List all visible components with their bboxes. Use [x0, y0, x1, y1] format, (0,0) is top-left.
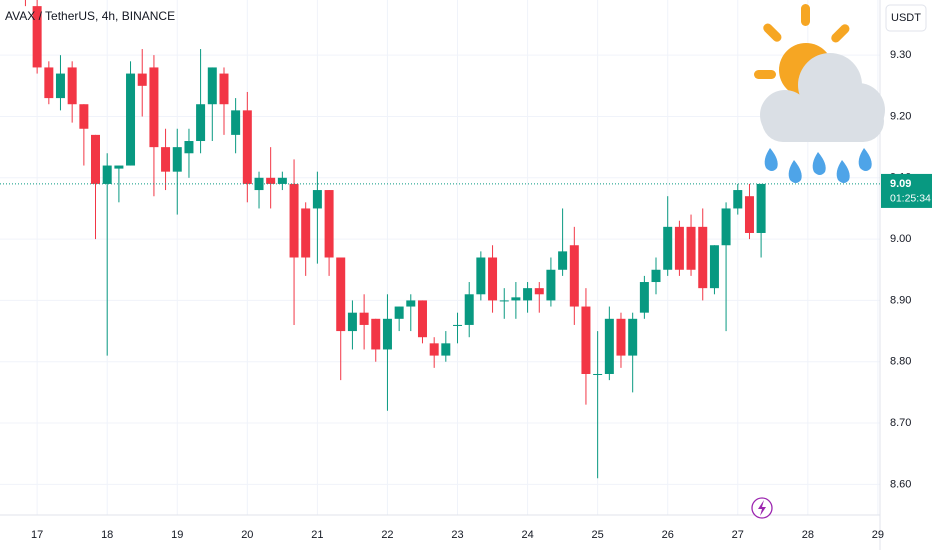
candle-body — [254, 177, 264, 191]
candle-body — [663, 226, 673, 270]
x-tick-label: 20 — [241, 529, 253, 541]
candle-body — [453, 324, 463, 326]
candle-body — [55, 73, 65, 99]
candle-body — [324, 190, 334, 258]
candle-body — [44, 67, 54, 99]
candle-body — [371, 318, 381, 350]
y-tick-label: 8.60 — [890, 478, 911, 490]
candle-body — [184, 141, 194, 154]
candle-body — [464, 294, 474, 325]
candle-body — [137, 73, 147, 86]
x-tick-label: 21 — [311, 529, 323, 541]
candle-body — [441, 343, 451, 356]
candle-body — [558, 251, 568, 270]
candle-body — [709, 245, 719, 289]
candle-body — [499, 300, 509, 302]
last-price-label: 9.09 — [890, 178, 911, 190]
candle-body — [733, 190, 743, 209]
currency-button[interactable] — [885, 4, 927, 32]
y-tick-label: 9.20 — [890, 110, 911, 122]
candle-body — [114, 165, 124, 169]
candle-body — [744, 196, 754, 233]
candle-body — [301, 208, 311, 258]
candle-body — [593, 373, 603, 375]
candle-body — [347, 312, 357, 332]
candle-body — [207, 67, 217, 105]
x-tick-label: 27 — [732, 529, 744, 541]
candle-body — [417, 300, 427, 338]
candle-body — [569, 245, 579, 307]
candle-body — [698, 226, 708, 289]
candle-body — [511, 297, 521, 301]
candle-body — [406, 300, 416, 307]
candle-body — [639, 282, 649, 313]
x-tick-label: 25 — [592, 529, 604, 541]
candle-body — [266, 177, 276, 184]
candle-body — [242, 110, 252, 184]
candle-body — [628, 318, 638, 356]
candle-body — [616, 318, 626, 356]
x-tick-label: 22 — [381, 529, 393, 541]
candle-body — [429, 343, 439, 356]
countdown-label: 01:25:34 — [890, 193, 931, 205]
x-tick-label: 17 — [31, 529, 43, 541]
candle-body — [336, 257, 346, 332]
candle-body — [674, 226, 684, 270]
candle-body — [394, 306, 404, 319]
x-tick-label: 19 — [171, 529, 183, 541]
candle-body — [231, 110, 241, 135]
chart-title: AVAX / TetherUS, 4h, BINANCE — [5, 9, 175, 23]
y-tick-label: 8.80 — [890, 356, 911, 368]
x-tick-label: 28 — [802, 529, 814, 541]
last-price-box — [881, 173, 932, 208]
x-tick-label: 24 — [521, 529, 533, 541]
candle-body — [172, 147, 182, 172]
candle-body — [149, 67, 159, 148]
candle-body — [651, 269, 661, 283]
lightning-button[interactable] — [751, 497, 773, 519]
y-tick-label: 9.00 — [890, 233, 911, 245]
candle-body — [359, 312, 369, 325]
candle-body — [382, 318, 392, 350]
x-tick-label: 29 — [872, 529, 884, 541]
candle-body — [219, 73, 229, 105]
candle-body — [546, 269, 556, 301]
candle-body — [90, 134, 100, 184]
candle-body — [79, 104, 89, 129]
candle-body — [161, 147, 171, 172]
x-tick-label: 18 — [101, 529, 113, 541]
candle-body — [488, 257, 498, 301]
weather-icon — [754, 4, 885, 183]
x-tick-label: 26 — [662, 529, 674, 541]
candle-body — [196, 104, 206, 142]
candle-body — [604, 318, 614, 374]
candle-body — [102, 165, 112, 184]
candle-body — [523, 288, 533, 301]
candle-body — [756, 183, 766, 233]
candle-body — [32, 6, 42, 68]
currency-label[interactable]: USDT — [891, 12, 921, 24]
candle-body — [581, 306, 591, 374]
candle-body — [277, 177, 287, 184]
y-tick-label: 8.90 — [890, 294, 911, 306]
candle-body — [126, 73, 136, 166]
x-tick-label: 23 — [451, 529, 463, 541]
candle-body — [686, 226, 696, 270]
y-tick-label: 9.30 — [890, 49, 911, 61]
candle-body — [534, 288, 544, 295]
candle-body — [721, 208, 731, 246]
candle-body — [312, 190, 322, 209]
candle-body — [476, 257, 486, 295]
y-tick-label: 8.70 — [890, 417, 911, 429]
candle-body — [289, 183, 299, 258]
candles — [24, 0, 766, 479]
candle-body — [67, 67, 77, 105]
